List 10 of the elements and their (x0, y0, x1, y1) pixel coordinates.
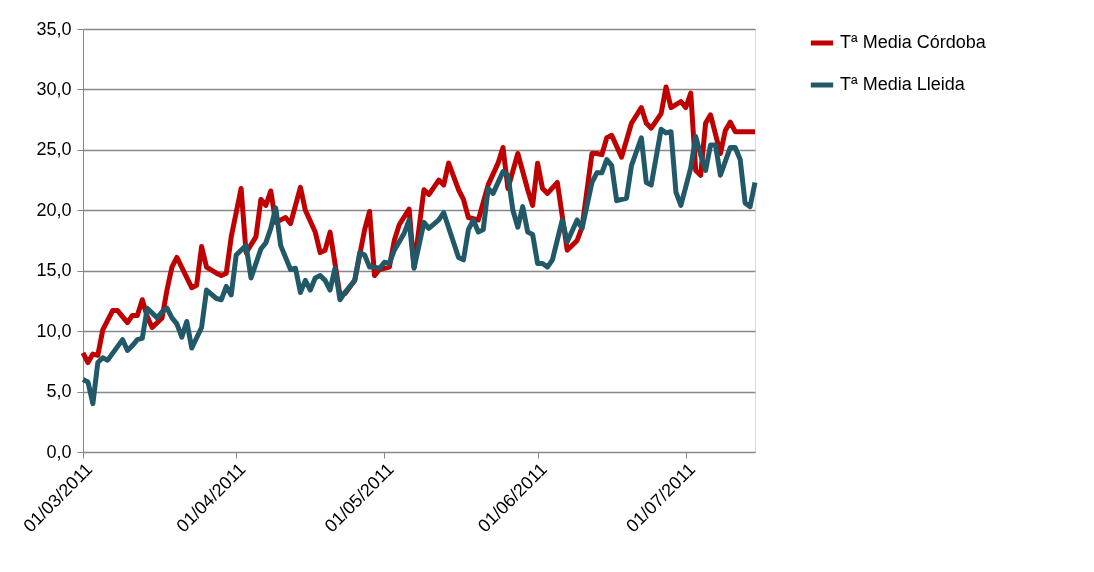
y-tick-label: 30,0 (36, 78, 72, 99)
y-tick-label: 20,0 (36, 199, 72, 220)
y-tick-label: 5,0 (46, 381, 72, 402)
y-tick-label: 35,0 (36, 18, 72, 39)
y-tick-label: 25,0 (36, 139, 72, 160)
y-tick-label: 0,0 (46, 441, 72, 462)
y-tick-label: 15,0 (36, 260, 72, 281)
y-tick-label: 10,0 (36, 320, 72, 341)
legend-label: Tª Media Córdoba (840, 32, 987, 52)
legend-label: Tª Media Lleida (840, 74, 966, 94)
